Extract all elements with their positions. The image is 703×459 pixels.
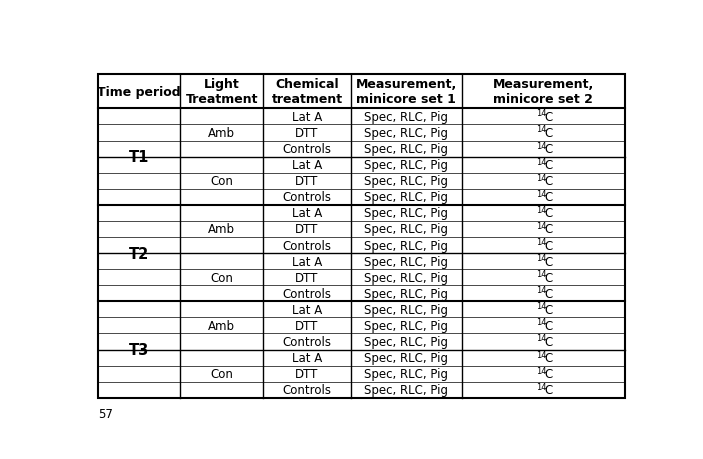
Text: 14: 14 bbox=[536, 141, 546, 150]
Text: C: C bbox=[545, 383, 553, 397]
Text: DTT: DTT bbox=[295, 271, 318, 284]
Text: C: C bbox=[545, 143, 553, 156]
Text: 14: 14 bbox=[536, 190, 546, 198]
Text: C: C bbox=[545, 255, 553, 268]
Text: Light
Treatment: Light Treatment bbox=[186, 78, 258, 106]
Text: C: C bbox=[545, 207, 553, 220]
Text: C: C bbox=[545, 159, 553, 172]
Text: Amb: Amb bbox=[208, 319, 236, 332]
Text: 14: 14 bbox=[536, 237, 546, 246]
Text: C: C bbox=[545, 287, 553, 300]
Text: Measurement,
minicore set 2: Measurement, minicore set 2 bbox=[493, 78, 594, 106]
Text: C: C bbox=[545, 319, 553, 332]
Text: Lat A: Lat A bbox=[292, 255, 322, 268]
Text: 14: 14 bbox=[536, 334, 546, 343]
Text: Controls: Controls bbox=[283, 383, 332, 397]
Text: Spec, RLC, Pig: Spec, RLC, Pig bbox=[364, 207, 449, 220]
Text: Spec, RLC, Pig: Spec, RLC, Pig bbox=[364, 335, 449, 348]
Text: 14: 14 bbox=[536, 221, 546, 230]
Text: Spec, RLC, Pig: Spec, RLC, Pig bbox=[364, 383, 449, 397]
Text: Spec, RLC, Pig: Spec, RLC, Pig bbox=[364, 159, 449, 172]
Text: Lat A: Lat A bbox=[292, 159, 322, 172]
Text: Chemical
treatment: Chemical treatment bbox=[271, 78, 342, 106]
Text: Spec, RLC, Pig: Spec, RLC, Pig bbox=[364, 143, 449, 156]
Text: Spec, RLC, Pig: Spec, RLC, Pig bbox=[364, 367, 449, 381]
Text: Amb: Amb bbox=[208, 127, 236, 140]
Text: 14: 14 bbox=[536, 205, 546, 214]
Text: C: C bbox=[545, 127, 553, 140]
Text: Spec, RLC, Pig: Spec, RLC, Pig bbox=[364, 287, 449, 300]
Text: Controls: Controls bbox=[283, 191, 332, 204]
Text: 14: 14 bbox=[536, 318, 546, 327]
Text: 14: 14 bbox=[536, 125, 546, 134]
Text: Spec, RLC, Pig: Spec, RLC, Pig bbox=[364, 255, 449, 268]
Text: DTT: DTT bbox=[295, 319, 318, 332]
Text: DTT: DTT bbox=[295, 127, 318, 140]
Text: Controls: Controls bbox=[283, 335, 332, 348]
Text: Spec, RLC, Pig: Spec, RLC, Pig bbox=[364, 191, 449, 204]
Text: Spec, RLC, Pig: Spec, RLC, Pig bbox=[364, 319, 449, 332]
Text: C: C bbox=[545, 175, 553, 188]
Text: 14: 14 bbox=[536, 253, 546, 263]
Text: 14: 14 bbox=[536, 302, 546, 311]
Text: T3: T3 bbox=[129, 342, 149, 357]
Text: DTT: DTT bbox=[295, 223, 318, 236]
Text: Con: Con bbox=[210, 367, 233, 381]
Text: T1: T1 bbox=[129, 150, 149, 165]
Text: Con: Con bbox=[210, 175, 233, 188]
Text: C: C bbox=[545, 351, 553, 364]
Text: T2: T2 bbox=[129, 246, 149, 261]
Text: Lat A: Lat A bbox=[292, 207, 322, 220]
Text: C: C bbox=[545, 111, 553, 123]
Text: 57: 57 bbox=[98, 407, 112, 420]
Text: 14: 14 bbox=[536, 366, 546, 375]
Text: Controls: Controls bbox=[283, 143, 332, 156]
Text: C: C bbox=[545, 367, 553, 381]
Text: Time period: Time period bbox=[97, 85, 181, 98]
Text: Spec, RLC, Pig: Spec, RLC, Pig bbox=[364, 127, 449, 140]
Text: 14: 14 bbox=[536, 269, 546, 279]
Text: 14: 14 bbox=[536, 109, 546, 118]
Text: DTT: DTT bbox=[295, 367, 318, 381]
Text: Spec, RLC, Pig: Spec, RLC, Pig bbox=[364, 111, 449, 123]
Text: Spec, RLC, Pig: Spec, RLC, Pig bbox=[364, 271, 449, 284]
Text: Con: Con bbox=[210, 271, 233, 284]
Text: Measurement,
minicore set 1: Measurement, minicore set 1 bbox=[356, 78, 457, 106]
Text: 14: 14 bbox=[536, 285, 546, 295]
Text: DTT: DTT bbox=[295, 175, 318, 188]
Text: C: C bbox=[545, 239, 553, 252]
Text: 14: 14 bbox=[536, 350, 546, 359]
Text: C: C bbox=[545, 271, 553, 284]
Text: Spec, RLC, Pig: Spec, RLC, Pig bbox=[364, 303, 449, 316]
Text: 14: 14 bbox=[536, 382, 546, 391]
Text: 14: 14 bbox=[536, 157, 546, 166]
Text: Lat A: Lat A bbox=[292, 351, 322, 364]
Text: Spec, RLC, Pig: Spec, RLC, Pig bbox=[364, 175, 449, 188]
Text: Spec, RLC, Pig: Spec, RLC, Pig bbox=[364, 223, 449, 236]
Text: 14: 14 bbox=[536, 174, 546, 182]
Text: C: C bbox=[545, 335, 553, 348]
Text: C: C bbox=[545, 303, 553, 316]
Text: C: C bbox=[545, 191, 553, 204]
Text: Lat A: Lat A bbox=[292, 303, 322, 316]
Text: Lat A: Lat A bbox=[292, 111, 322, 123]
Text: Controls: Controls bbox=[283, 287, 332, 300]
Text: C: C bbox=[545, 223, 553, 236]
Text: Controls: Controls bbox=[283, 239, 332, 252]
Text: Amb: Amb bbox=[208, 223, 236, 236]
Text: Spec, RLC, Pig: Spec, RLC, Pig bbox=[364, 239, 449, 252]
Text: Spec, RLC, Pig: Spec, RLC, Pig bbox=[364, 351, 449, 364]
